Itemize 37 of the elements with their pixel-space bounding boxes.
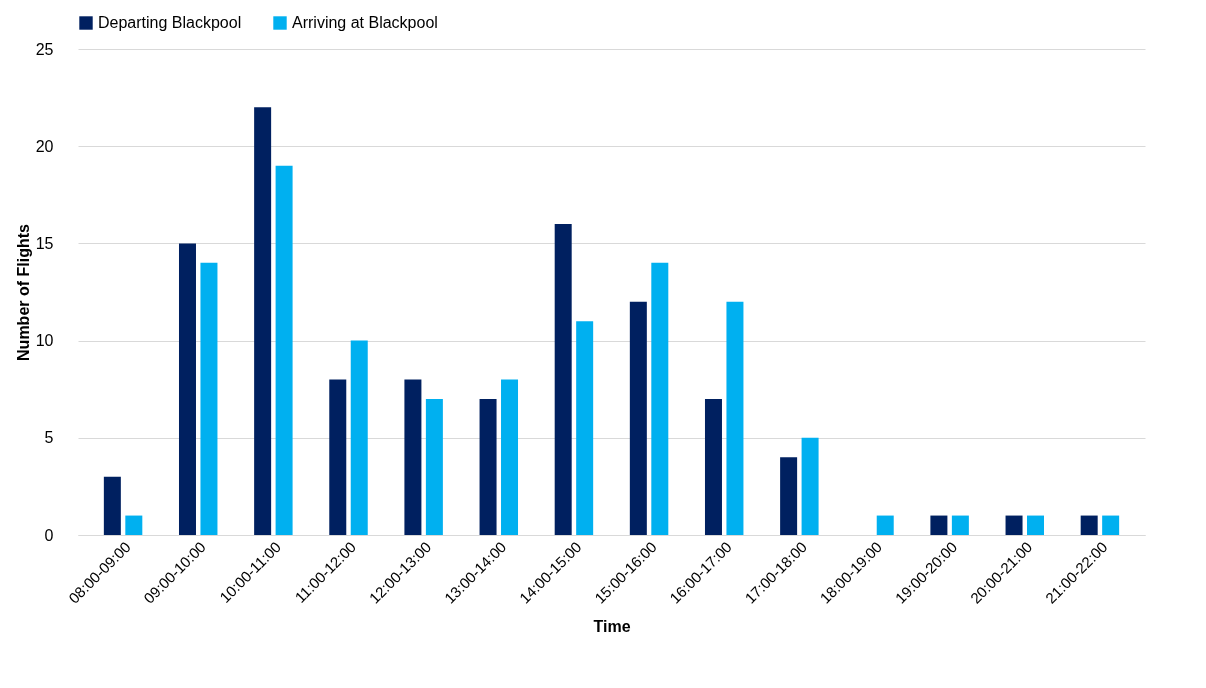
bar	[125, 515, 143, 535]
bar	[350, 340, 368, 535]
bar	[329, 379, 347, 535]
bar	[275, 165, 293, 535]
y-tick-label: 5	[44, 429, 54, 447]
bar	[780, 457, 798, 535]
bar	[1080, 515, 1098, 535]
y-axis-title: Number of Flights	[14, 223, 32, 361]
bar	[554, 223, 572, 535]
bar	[1005, 515, 1023, 535]
bar	[200, 262, 218, 535]
bar	[876, 515, 894, 535]
bar	[951, 515, 969, 535]
bar	[930, 515, 948, 535]
bar	[103, 476, 121, 535]
y-tick-label: 25	[35, 40, 54, 58]
bar	[404, 379, 422, 535]
bar	[704, 398, 722, 535]
x-axis-title: Time	[593, 617, 631, 635]
legend-label: Arriving at Blackpool	[292, 14, 438, 31]
bar	[501, 379, 519, 535]
bar	[178, 243, 196, 535]
y-tick-label: 20	[35, 137, 54, 155]
bar	[254, 107, 272, 535]
y-tick-label: 10	[35, 332, 54, 350]
bar	[726, 301, 744, 535]
bar	[801, 437, 819, 535]
bar	[479, 398, 497, 535]
y-tick-label: 15	[35, 234, 54, 252]
bar	[651, 262, 669, 535]
bar	[1027, 515, 1045, 535]
legend-label: Departing Blackpool	[98, 14, 242, 31]
bar	[425, 398, 443, 535]
bar	[576, 321, 594, 535]
bar	[629, 301, 647, 535]
y-tick-label: 0	[44, 526, 54, 544]
bar	[1102, 515, 1120, 535]
